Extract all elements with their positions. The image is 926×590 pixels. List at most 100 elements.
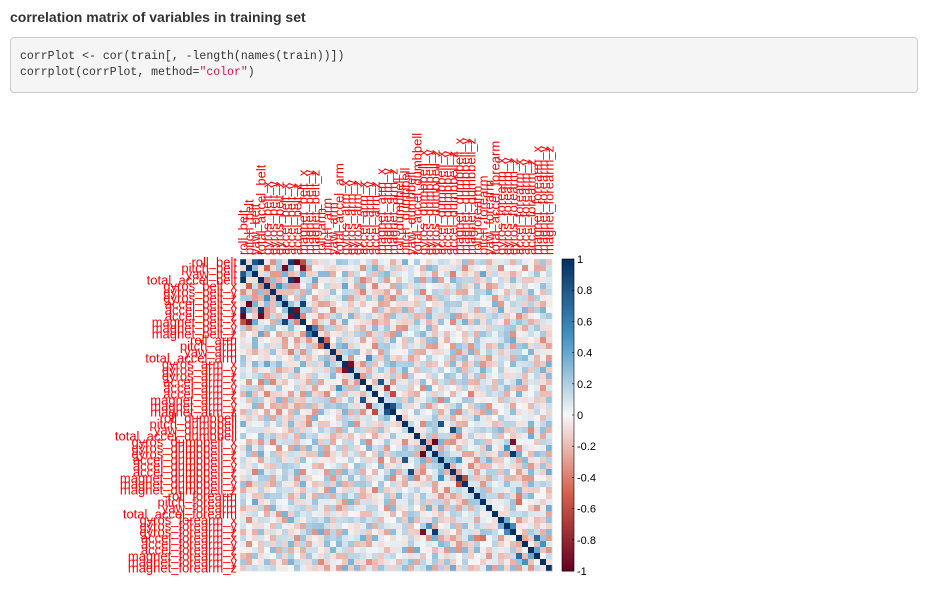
heatmap-cell	[366, 289, 373, 296]
column-label: magnet_belt_x	[296, 169, 311, 255]
row-label: gyros_dumbbell_x	[131, 435, 237, 450]
heatmap-cell	[300, 463, 307, 470]
heatmap-cell	[378, 277, 385, 284]
heatmap-cell	[396, 265, 403, 272]
colorbar-segment	[562, 363, 574, 366]
heatmap-cell	[432, 433, 439, 440]
heatmap-cell	[354, 367, 361, 374]
heatmap-cell	[282, 313, 289, 320]
heatmap-cell	[432, 457, 439, 464]
heatmap-cell	[492, 511, 499, 518]
heatmap-cell	[306, 415, 313, 422]
heatmap-cell	[540, 331, 547, 338]
row-label: yaw_belt	[186, 267, 238, 282]
heatmap-cell	[390, 565, 397, 572]
heatmap-cell	[480, 487, 487, 494]
heatmap-cell	[372, 319, 379, 326]
heatmap-cell	[528, 535, 535, 542]
heatmap-cell	[528, 277, 535, 284]
heatmap-cell	[384, 493, 391, 500]
heatmap-cell	[540, 451, 547, 458]
heatmap-cell	[240, 529, 247, 536]
colorbar-segment	[562, 439, 574, 442]
heatmap-cell	[264, 301, 271, 308]
heatmap-cell	[300, 355, 307, 362]
heatmap-cell	[414, 343, 421, 350]
heatmap-cell	[354, 319, 361, 326]
heatmap-cell	[480, 565, 487, 572]
heatmap-cell	[360, 379, 367, 386]
column-label: yaw_forearm	[482, 180, 497, 255]
heatmap-cell	[336, 337, 343, 344]
heatmap-cell	[306, 445, 313, 452]
heatmap-cell	[366, 331, 373, 338]
heatmap-cell	[264, 283, 271, 290]
heatmap-cell	[258, 457, 265, 464]
heatmap-cell	[378, 517, 385, 524]
heatmap-cell	[504, 481, 511, 488]
heatmap-cell	[276, 259, 283, 266]
heatmap-cell	[318, 505, 325, 512]
heatmap-cell	[492, 307, 499, 314]
heatmap-cell	[354, 559, 361, 566]
heatmap-cell	[480, 397, 487, 404]
heatmap-cell	[474, 259, 481, 266]
heatmap-cell	[276, 277, 283, 284]
heatmap-cell	[480, 277, 487, 284]
heatmap-cell	[240, 451, 247, 458]
heatmap-cell	[384, 433, 391, 440]
heatmap-cell	[534, 277, 541, 284]
heatmap-cell	[336, 523, 343, 530]
heatmap-cell	[402, 367, 409, 374]
heatmap-cell	[354, 541, 361, 548]
heatmap-cell	[288, 409, 295, 416]
heatmap-cell	[402, 409, 409, 416]
heatmap-cell	[258, 349, 265, 356]
heatmap-cell	[330, 271, 337, 278]
heatmap-cell	[312, 517, 319, 524]
heatmap-cell	[432, 331, 439, 338]
heatmap-cell	[270, 517, 277, 524]
heatmap-cell	[258, 343, 265, 350]
heatmap-cell	[426, 313, 433, 320]
colorbar-segment	[562, 268, 574, 271]
heatmap-cell	[390, 259, 397, 266]
heatmap-cell	[342, 517, 349, 524]
heatmap-cell	[264, 493, 271, 500]
heatmap-cell	[252, 325, 259, 332]
heatmap-cell	[282, 403, 289, 410]
heatmap-cell	[372, 385, 379, 392]
heatmap-cell	[354, 391, 361, 398]
column-label: total_accel_arm	[332, 163, 347, 255]
heatmap-cell	[366, 511, 373, 518]
heatmap-cell	[360, 361, 367, 368]
heatmap-cell	[360, 505, 367, 512]
colorbar-segment	[562, 499, 574, 502]
heatmap-cell	[402, 307, 409, 314]
heatmap-cell	[300, 385, 307, 392]
heatmap-cell	[408, 511, 415, 518]
heatmap-cell	[486, 469, 493, 476]
colorbar-segment	[562, 460, 574, 463]
colorbar-segment	[562, 552, 574, 555]
heatmap-cell	[468, 535, 475, 542]
row-label: accel_belt_x	[165, 297, 238, 312]
heatmap-cell	[468, 259, 475, 266]
heatmap-cell	[312, 355, 319, 362]
heatmap-cell	[360, 337, 367, 344]
heatmap-cell	[246, 409, 253, 416]
heatmap-cell	[396, 457, 403, 464]
heatmap-cell	[348, 307, 355, 314]
heatmap-cell	[480, 427, 487, 434]
heatmap-cell	[510, 361, 517, 368]
heatmap-cell	[240, 259, 247, 266]
heatmap-cell	[390, 379, 397, 386]
heatmap-cell	[354, 565, 361, 572]
colorbar-segment	[562, 522, 574, 525]
heatmap-cell	[318, 565, 325, 572]
heatmap-cell	[504, 499, 511, 506]
heatmap-cell	[288, 361, 295, 368]
heatmap-cell	[318, 385, 325, 392]
heatmap-cell	[342, 319, 349, 326]
row-labels: roll_beltpitch_beltyaw_belttotal_accel_b…	[115, 255, 238, 576]
